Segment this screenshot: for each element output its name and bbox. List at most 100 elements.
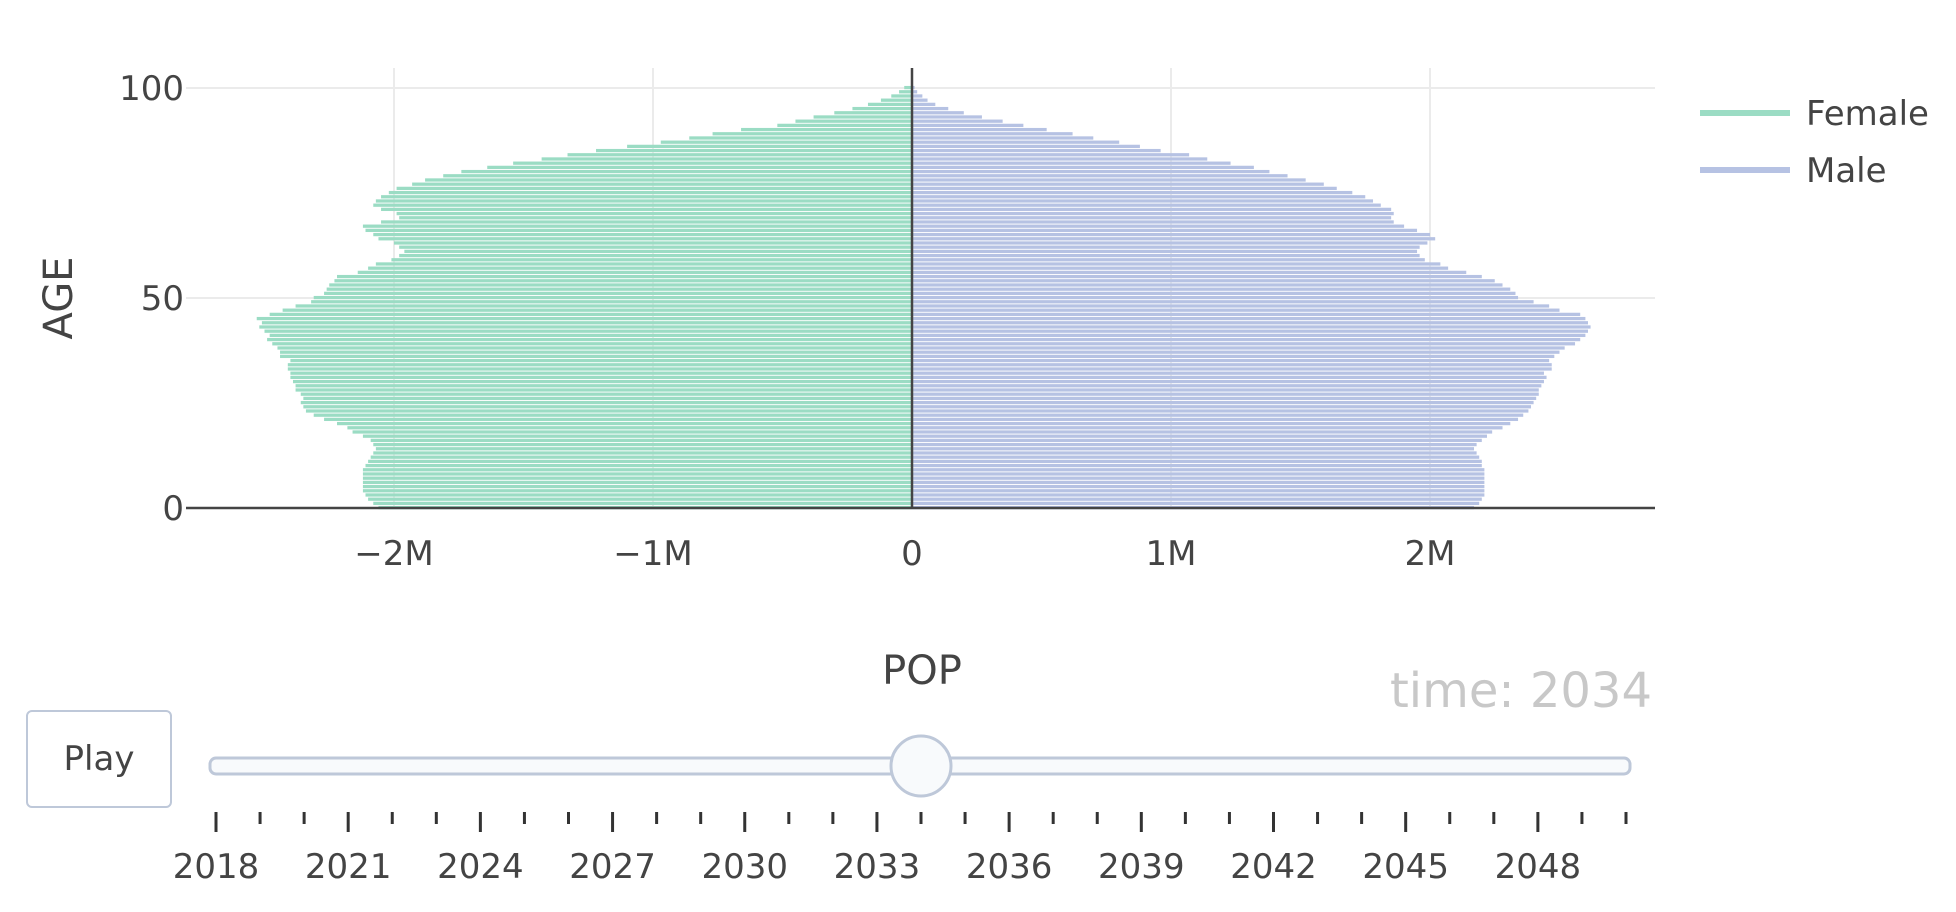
bar-male[interactable] [912, 304, 1550, 308]
bar-female[interactable] [412, 182, 912, 186]
bar-male[interactable] [912, 283, 1503, 287]
bar-female[interactable] [303, 396, 913, 401]
bar-female[interactable] [834, 111, 912, 115]
bar-female[interactable] [381, 220, 912, 224]
bar-male[interactable] [912, 493, 1485, 497]
bar-female[interactable] [290, 358, 912, 363]
bar-male[interactable] [912, 270, 1467, 275]
bar-male[interactable] [912, 329, 1588, 333]
bar-female[interactable] [375, 199, 912, 203]
bar-male[interactable] [912, 245, 1420, 249]
bar-male[interactable] [912, 90, 918, 94]
bar-female[interactable] [357, 270, 912, 275]
bar-female[interactable] [660, 140, 912, 144]
bar-male[interactable] [912, 321, 1588, 325]
bar-male[interactable] [912, 266, 1449, 270]
bar-male[interactable] [912, 476, 1485, 480]
bar-male[interactable] [912, 316, 1586, 321]
bar-female[interactable] [292, 379, 912, 384]
bar-female[interactable] [329, 283, 912, 287]
bar-female[interactable] [295, 388, 913, 392]
bar-female[interactable] [362, 489, 912, 493]
bar-female[interactable] [741, 127, 912, 132]
bar-male[interactable] [912, 489, 1485, 493]
bar-female[interactable] [399, 245, 912, 249]
bar-male[interactable] [912, 451, 1477, 455]
bar-male[interactable] [912, 237, 1436, 241]
bar-male[interactable] [912, 413, 1524, 417]
bar-female[interactable] [375, 447, 912, 451]
bar-female[interactable] [399, 216, 912, 220]
bar-female[interactable] [596, 148, 912, 153]
bar-female[interactable] [813, 115, 912, 119]
bar-male[interactable] [912, 140, 1120, 144]
bar-male[interactable] [912, 169, 1270, 174]
bar-female[interactable] [295, 304, 913, 308]
bar-male[interactable] [912, 472, 1485, 476]
bar-male[interactable] [912, 337, 1581, 342]
bar-male[interactable] [912, 388, 1539, 392]
bar-female[interactable] [899, 90, 912, 94]
bar-male[interactable] [912, 434, 1487, 438]
bar-female[interactable] [370, 438, 912, 443]
bar-female[interactable] [362, 434, 912, 438]
bar-male[interactable] [912, 438, 1482, 443]
bar-male[interactable] [912, 459, 1482, 464]
bar-male[interactable] [912, 333, 1586, 338]
bar-female[interactable] [264, 329, 913, 333]
bar-female[interactable] [261, 321, 912, 325]
bar-male[interactable] [912, 400, 1534, 405]
bar-female[interactable] [362, 480, 912, 485]
bar-male[interactable] [912, 98, 928, 102]
bar-female[interactable] [852, 106, 912, 111]
bar-female[interactable] [627, 144, 912, 149]
bar-female[interactable] [541, 157, 912, 161]
bar-female[interactable] [425, 178, 912, 182]
bar-male[interactable] [912, 358, 1550, 363]
bar-male[interactable] [912, 249, 1418, 254]
bar-female[interactable] [290, 375, 912, 380]
bar-male[interactable] [912, 199, 1374, 203]
bar-male[interactable] [912, 132, 1073, 136]
bar-female[interactable] [368, 266, 913, 270]
bar-female[interactable] [311, 300, 912, 304]
bar-male[interactable] [912, 417, 1519, 422]
bar-female[interactable] [867, 102, 912, 107]
bar-male[interactable] [912, 186, 1337, 191]
bar-male[interactable] [912, 480, 1485, 485]
bar-male[interactable] [912, 85, 915, 90]
bar-male[interactable] [912, 115, 982, 119]
bar-female[interactable] [396, 186, 913, 191]
legend-item-male[interactable]: Male [1700, 151, 1887, 191]
bar-female[interactable] [373, 501, 912, 506]
bar-female[interactable] [391, 258, 912, 262]
bar-female[interactable] [404, 249, 912, 254]
bar-male[interactable] [912, 379, 1544, 384]
bar-female[interactable] [399, 253, 912, 258]
bar-male[interactable] [912, 287, 1511, 291]
bar-female[interactable] [381, 207, 912, 212]
time-slider[interactable]: 2018 2021 2024 2027 2030 2033 2036 2039 2042 2045… [173, 734, 1632, 887]
bar-male[interactable] [912, 232, 1430, 237]
bar-female[interactable] [362, 476, 912, 480]
bar-female[interactable] [373, 203, 912, 207]
bar-female[interactable] [373, 442, 912, 447]
bar-male[interactable] [912, 174, 1288, 178]
bar-female[interactable] [337, 274, 912, 279]
bar-female[interactable] [880, 98, 912, 102]
bar-male[interactable] [912, 165, 1254, 170]
bar-female[interactable] [567, 153, 912, 157]
bar-male[interactable] [912, 220, 1394, 224]
bar-male[interactable] [912, 216, 1392, 220]
bar-male[interactable] [912, 178, 1306, 182]
bar-male[interactable] [912, 392, 1539, 396]
bar-male[interactable] [912, 312, 1581, 317]
bar-male[interactable] [912, 94, 923, 98]
bar-female[interactable] [287, 363, 912, 367]
bar-female[interactable] [334, 279, 912, 283]
bar-female[interactable] [487, 165, 912, 170]
bar-male[interactable] [912, 253, 1420, 258]
bar-male[interactable] [912, 106, 949, 111]
bar-female[interactable] [365, 463, 912, 468]
bar-female[interactable] [305, 409, 912, 413]
